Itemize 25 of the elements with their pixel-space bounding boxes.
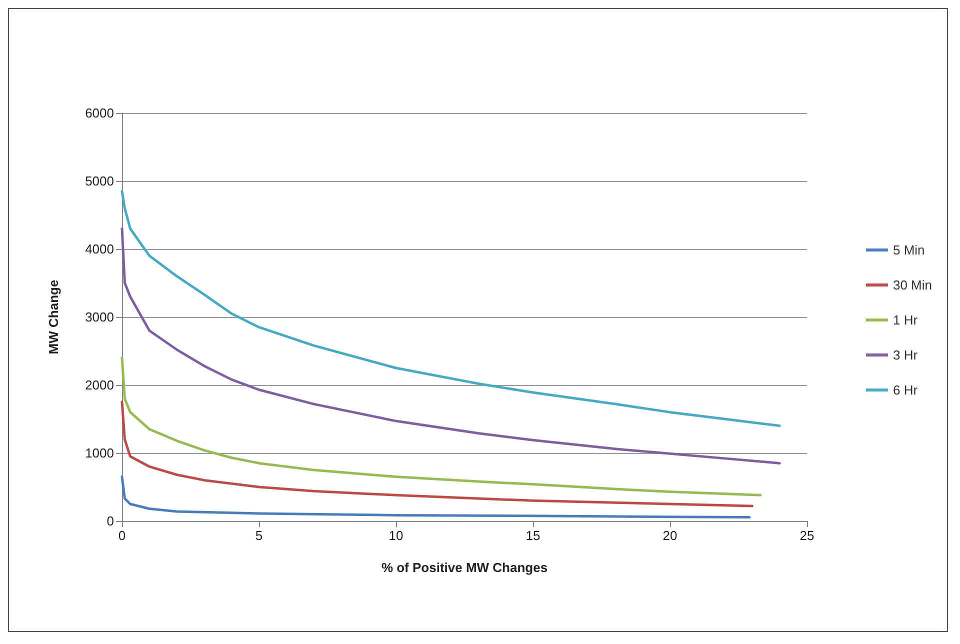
line-series — [120, 227, 781, 464]
legend-label: 30 Min — [892, 278, 932, 292]
y-tick-label: 5000 — [85, 174, 114, 188]
line-series — [120, 356, 762, 496]
line-series — [120, 476, 751, 519]
x-axis-title: % of Positive MW Changes — [381, 560, 548, 575]
x-tick-label: 5 — [255, 528, 263, 543]
x-tick-label: 15 — [526, 528, 540, 543]
y-tick-label: 3000 — [85, 310, 114, 324]
y-tick-label: 4000 — [85, 242, 114, 256]
x-tick-label: 10 — [388, 528, 404, 543]
x-tick-label: 0 — [118, 528, 126, 543]
x-tick-label: 20 — [662, 528, 678, 543]
y-tick-label: 0 — [106, 514, 114, 528]
legend-label: 5 Min — [892, 242, 925, 258]
legend-label: 3 Hr — [892, 348, 918, 362]
line-series — [120, 190, 781, 428]
y-tick-label: 1000 — [85, 446, 114, 460]
line-series — [120, 400, 754, 508]
x-tick-label: 25 — [800, 528, 814, 543]
legend-label: 6 Hr — [892, 382, 918, 398]
y-tick-label: 6000 — [85, 106, 114, 120]
y-tick-label: 2000 — [85, 378, 114, 392]
y-axis-title: MW Change — [46, 280, 61, 354]
legend-label: 1 Hr — [892, 312, 918, 328]
